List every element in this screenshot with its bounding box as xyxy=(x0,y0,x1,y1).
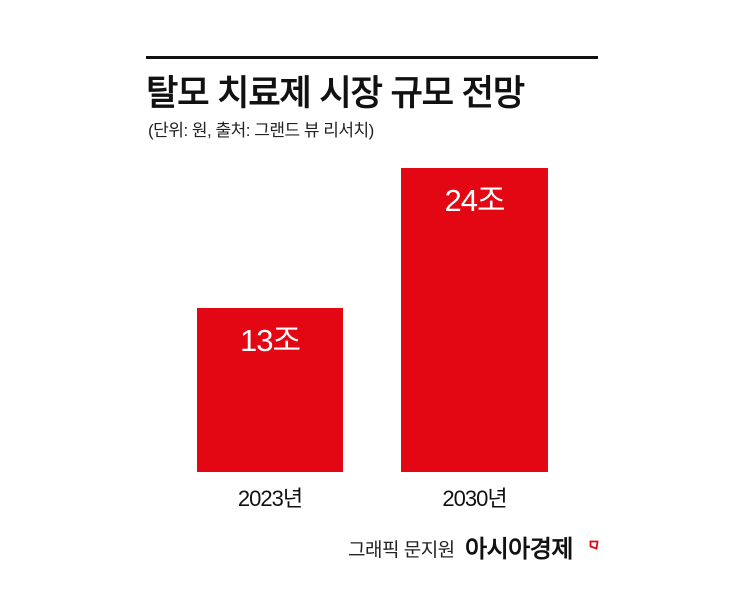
top-rule xyxy=(146,56,598,59)
bar-2023: 13조 xyxy=(197,308,343,472)
brand-logo-text: 아시아경제 xyxy=(465,536,573,563)
bar-value-label: 13조 xyxy=(239,323,301,358)
bar-2030: 24조 xyxy=(401,168,548,472)
graphic-credit: 그래픽 문지원 xyxy=(348,540,455,561)
chart-subtitle: (단위: 원, 출처: 그랜드 뷰 리서치) xyxy=(148,121,374,140)
bar-value-label: 24조 xyxy=(444,183,505,218)
brand-mark-icon xyxy=(589,540,599,550)
chart-title: 탈모 치료제 시장 규모 전망 xyxy=(146,74,525,113)
category-label-2030: 2030년 xyxy=(442,486,507,511)
category-label-2023: 2023년 xyxy=(237,486,303,511)
